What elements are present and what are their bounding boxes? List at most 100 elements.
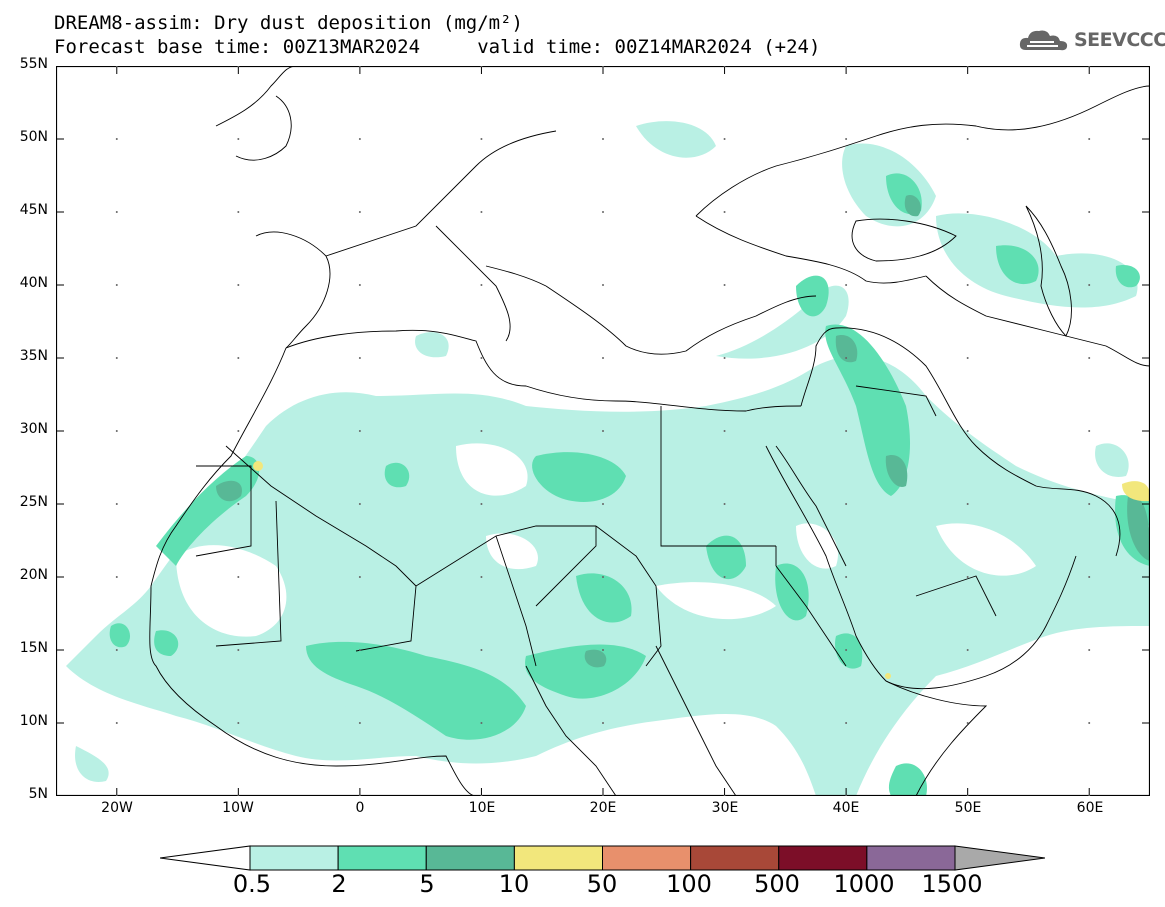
y-tick-label: 40N (19, 275, 48, 291)
graticule-dot (723, 66, 726, 67)
graticule-dot (358, 211, 361, 213)
y-tick-label: 50N (19, 129, 48, 145)
graticule-dot (602, 795, 604, 796)
colorbar-label: 1500 (921, 870, 983, 898)
x-tick-label: 10E (468, 800, 496, 816)
graticule-dot (966, 211, 969, 213)
graticule-dot (723, 722, 726, 724)
graticule-dot (358, 284, 361, 286)
colorbar-swatch (425, 845, 515, 871)
graticule-dot (115, 138, 118, 140)
colorbar-swatches (249, 845, 956, 871)
graticule-dot (602, 357, 604, 359)
graticule-dot (358, 795, 361, 796)
graticule-dot (480, 138, 483, 140)
graticule-dot (115, 357, 118, 359)
graticule-dot (237, 66, 240, 67)
graticule-dot (845, 576, 848, 578)
cloud-icon (1019, 30, 1068, 51)
graticule-dot (845, 357, 848, 359)
deposition-level3-areas (216, 195, 1150, 668)
graticule-dot (358, 649, 361, 651)
graticule-dot (723, 357, 726, 359)
graticule-dot (723, 211, 726, 213)
graticule-dot (480, 795, 483, 796)
graticule-dot (237, 357, 240, 359)
graticule-dot (966, 649, 969, 651)
graticule-dot (358, 576, 361, 578)
y-tick-label: 35N (19, 348, 48, 364)
colorbar-label: 1000 (833, 870, 895, 898)
graticule-dot (237, 649, 240, 651)
graticule-dot (723, 576, 726, 578)
coastlines-and-borders (149, 66, 1150, 796)
x-tick-label: 50E (954, 800, 982, 816)
graticule-dot (115, 722, 118, 724)
y-tick-label: 30N (19, 421, 48, 437)
dust-deposition-map (56, 66, 1150, 796)
map-title-line1: DREAM8-assim: Dry dust deposition (mg/m²… (54, 12, 523, 34)
graticule-dot (115, 576, 118, 578)
y-tick-label: 55N (19, 56, 48, 72)
graticule-dot (845, 722, 848, 724)
graticule-dot (602, 576, 604, 578)
map-title-line2: Forecast base time: 00Z13MAR2024 valid t… (54, 36, 821, 58)
graticule-dot (1088, 576, 1091, 578)
graticule-dot (237, 284, 240, 286)
graticule-dot (966, 795, 969, 796)
graticule-dot (845, 284, 848, 286)
y-tick-label: 15N (19, 640, 48, 656)
y-tick-label: 5N (28, 786, 48, 802)
graticule-dot (602, 649, 604, 651)
colorbar-label: 0.5 (232, 870, 272, 898)
graticule-dot (602, 430, 604, 432)
colorbar (160, 845, 1045, 871)
graticule-dot (966, 357, 969, 359)
graticule-dot (358, 503, 361, 505)
colorbar-label: 100 (666, 870, 712, 898)
graticule-dot (845, 138, 848, 140)
seevccc-logo: SEEVCCC (1018, 26, 1165, 54)
graticule-dot (602, 138, 604, 140)
graticule-dot (966, 576, 969, 578)
graticule-dot (723, 430, 726, 432)
graticule-dot (723, 503, 726, 505)
colorbar-swatch (249, 845, 339, 871)
graticule-dot (1088, 211, 1091, 213)
graticule-dot (237, 211, 240, 213)
graticule-dot (1088, 649, 1091, 651)
graticule-dot (1088, 138, 1091, 140)
graticule-dot (1088, 503, 1091, 505)
colorbar-swatch (513, 845, 603, 871)
graticule-dot (115, 430, 118, 432)
colorbar-label: 2 (331, 870, 347, 898)
graticule-dot (966, 430, 969, 432)
colorbar-label: 5 (419, 870, 435, 898)
graticule-dot (358, 138, 361, 140)
graticule-dot (480, 66, 483, 67)
graticule-dot (723, 795, 726, 796)
y-tick-label: 10N (19, 713, 48, 729)
graticule-dot (115, 795, 118, 796)
graticule-dot (480, 649, 483, 651)
x-tick-label: 0 (355, 800, 365, 816)
graticule-dot (602, 284, 604, 286)
x-tick-label: 20E (589, 800, 617, 816)
graticule-dot (480, 722, 483, 724)
deposition-level4-areas (253, 461, 1150, 679)
graticule-dot (723, 284, 726, 286)
colorbar-swatch (602, 845, 692, 871)
graticule-dot (358, 66, 361, 67)
graticule-dot (237, 503, 240, 505)
graticule-dot (966, 503, 969, 505)
graticule-dot (1088, 357, 1091, 359)
colorbar-label: 10 (498, 870, 530, 898)
graticule-dot (358, 722, 361, 724)
colorbar-swatch (690, 845, 780, 871)
graticule-dot (845, 795, 848, 796)
colorbar-swatch (866, 845, 956, 871)
graticule-dot (480, 357, 483, 359)
graticule-dot (723, 649, 726, 651)
graticule-dot (723, 138, 726, 140)
graticule-dot (358, 430, 361, 432)
